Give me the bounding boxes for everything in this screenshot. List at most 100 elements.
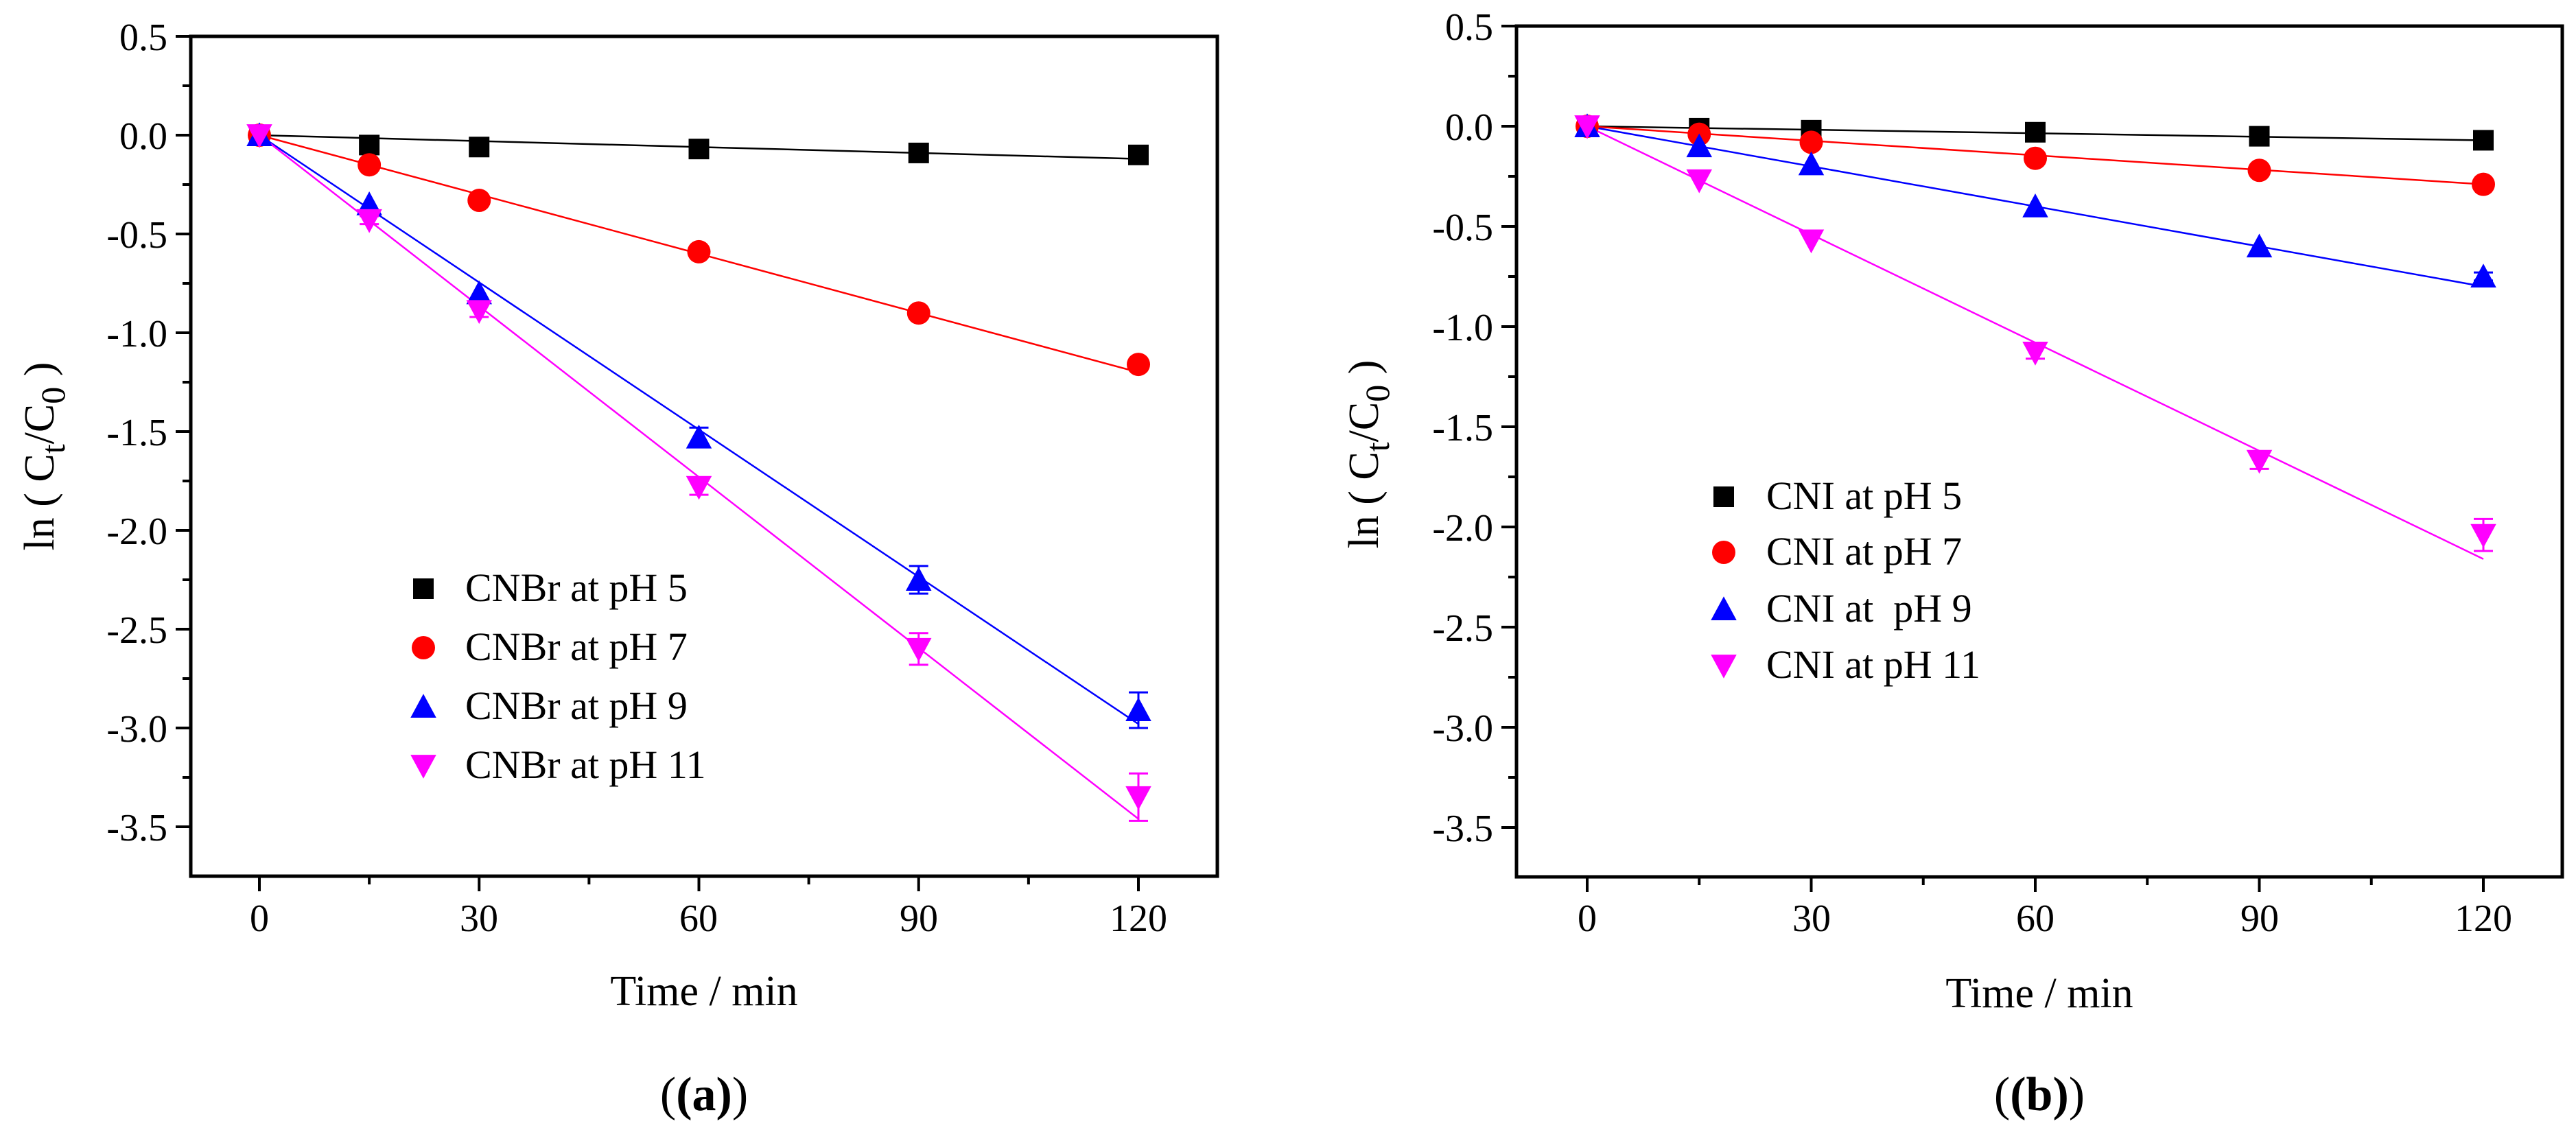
y-tick-label: -1.5 [106, 412, 167, 454]
data-point [1128, 144, 1149, 165]
x-tick-label: 30 [460, 897, 498, 940]
data-point [467, 189, 491, 213]
data-point [2024, 146, 2047, 170]
data-point [908, 142, 929, 163]
data-point [686, 475, 712, 500]
y-tick-label: 0.0 [119, 115, 167, 158]
legend-marker [1711, 596, 1737, 620]
legend-markers [410, 578, 436, 779]
legend-marker [410, 694, 436, 718]
legend-marker [1713, 486, 1734, 507]
legend-marker [1712, 541, 1735, 564]
data-marks [246, 122, 1151, 822]
data-point [2470, 524, 2496, 548]
data-point [686, 424, 712, 449]
legend: CNBr at pH 5 CNBr at pH 7 CNBr at pH 9 C… [410, 565, 706, 787]
panel-b: 0.5 0.0 -0.5 -1.0 -1.5 -2.0 -2.5 -3.0 -3… [1341, 6, 2564, 1121]
y-tick-label: -0.5 [106, 214, 167, 257]
panel-label: ((b)) [1994, 1068, 2085, 1121]
data-point [1125, 786, 1151, 810]
y-tick-label: -3.5 [1432, 808, 1493, 850]
y-tick-label: -0.5 [1432, 207, 1493, 249]
data-point [1574, 115, 1600, 139]
data-point [2473, 130, 2494, 151]
data-point [2246, 233, 2273, 258]
data-point [906, 567, 932, 591]
y-tick-label: -1.0 [106, 313, 167, 355]
x-axis-label: Time / min [610, 968, 797, 1015]
x-tick-label: 30 [1792, 897, 1831, 940]
legend-marker [413, 578, 434, 599]
data-point [1798, 151, 1825, 176]
legend-label: CNI at pH 7 [1766, 529, 1962, 574]
legend: CNI at pH 5 CNI at pH 7 CNI at pH 9 CNI … [1711, 473, 1980, 687]
x-tick-label: 90 [2240, 897, 2279, 940]
plot-frame [189, 34, 1219, 878]
legend-label: CNBr at pH 9 [465, 683, 688, 728]
data-point [2022, 193, 2048, 218]
legend-markers [1711, 486, 1737, 679]
legend-label: CNI at pH 11 [1766, 642, 1980, 687]
data-marks [1574, 113, 2496, 560]
data-point [466, 300, 492, 325]
axis-ticks [176, 35, 1140, 891]
data-point [466, 280, 492, 305]
y-tick-label: -1.0 [1432, 307, 1493, 349]
data-point [2246, 449, 2273, 474]
legend-label: CNI at pH 5 [1766, 473, 1962, 518]
x-tick-label: 90 [900, 897, 938, 940]
data-point [687, 239, 711, 263]
y-tick-label: 0.5 [119, 16, 167, 59]
data-point [246, 124, 272, 148]
panel-a: 0.5 0.0 -0.5 -1.0 -1.5 -2.0 -2.5 -3.0 -3… [16, 16, 1219, 1121]
legend-marker [412, 636, 435, 659]
y-tick-label: -2.0 [106, 510, 167, 553]
y-axis-label: ln ( Ct/C0 ) [1341, 360, 1396, 549]
data-point [1686, 133, 1712, 158]
y-tick-label: -2.0 [1432, 507, 1493, 550]
data-point [1799, 130, 1823, 154]
y-axis-label: ln ( Ct/C0 ) [16, 362, 72, 551]
legend-label: CNBr at pH 7 [465, 624, 688, 669]
y-tick-label: -1.5 [1432, 407, 1493, 449]
legend-label: CNBr at pH 11 [465, 742, 706, 787]
data-point [469, 137, 490, 158]
data-point [2025, 121, 2046, 143]
data-point [358, 153, 382, 177]
x-tick-label: 60 [679, 897, 718, 940]
data-point [1798, 229, 1825, 254]
data-point [2249, 126, 2270, 147]
panel-label: ((a)) [660, 1068, 748, 1121]
data-point [1125, 697, 1151, 722]
x-tick-label: 60 [2016, 897, 2054, 940]
y-tick-label: 0.0 [1445, 106, 1493, 149]
x-tick-label: 120 [2455, 897, 2512, 940]
data-point [1686, 169, 1712, 193]
data-point [906, 637, 932, 662]
data-point [2472, 172, 2495, 196]
x-tick-label: 0 [250, 897, 269, 940]
y-tick-label: -3.5 [106, 807, 167, 849]
legend-marker [1711, 655, 1737, 679]
legend-label: CNBr at pH 5 [465, 565, 688, 610]
legend-marker [410, 755, 436, 779]
data-point [1127, 353, 1150, 377]
plot-frame [1514, 24, 2564, 879]
y-tick-label: -3.0 [1432, 707, 1493, 750]
x-tick-label: 0 [1578, 897, 1597, 940]
data-point [906, 301, 930, 325]
data-point [356, 209, 382, 233]
data-point [2247, 158, 2271, 183]
axis-ticks [1501, 25, 2485, 892]
x-tick-label: 120 [1110, 897, 1167, 940]
y-tick-label: -3.0 [106, 708, 167, 751]
y-tick-label: 0.5 [1445, 6, 1493, 49]
data-point [359, 134, 380, 156]
data-point [2470, 263, 2496, 287]
x-axis-label: Time / min [1945, 970, 2133, 1017]
y-tick-label: -2.5 [1432, 607, 1493, 650]
data-point [688, 139, 710, 160]
data-point [2022, 342, 2048, 366]
legend-label: CNI at pH 9 [1766, 586, 1972, 631]
